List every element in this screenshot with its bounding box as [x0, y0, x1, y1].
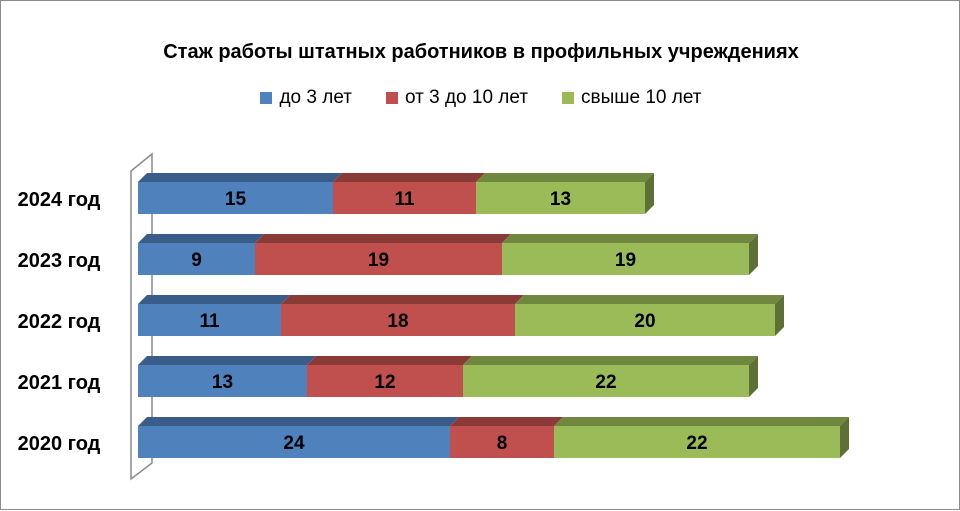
- legend-label-series-1: до 3 лет: [279, 87, 352, 108]
- bar-segment: [138, 173, 342, 214]
- category-label: 2020 год: [18, 433, 101, 455]
- category-label: 2023 год: [18, 250, 101, 272]
- bar-segment: [463, 356, 758, 397]
- legend-swatch-series-3: [562, 92, 575, 104]
- data-label: 19: [615, 250, 636, 271]
- bar-segment: [554, 417, 849, 458]
- bar-segment: [307, 356, 472, 397]
- bar-segment: [138, 356, 316, 397]
- category-label: 2021 год: [18, 372, 101, 394]
- bar-segment: [281, 295, 524, 336]
- bar-segment: [138, 234, 264, 275]
- category-label: 2024 год: [18, 189, 101, 211]
- chart-title: Стаж работы штатных работников в профиль…: [163, 41, 799, 63]
- data-label: 22: [686, 433, 707, 454]
- data-label: 15: [225, 189, 247, 210]
- data-label: 20: [634, 311, 655, 332]
- legend: до 3 лет от 3 до 10 лет свыше 10 лет: [1, 87, 960, 109]
- data-label: 11: [394, 189, 415, 210]
- bar-segment: [476, 173, 654, 214]
- axis-wall: [130, 152, 153, 481]
- legend-item-series-2: от 3 до 10 лет: [385, 87, 529, 109]
- bar-segment: [138, 295, 290, 336]
- bar-segment: [515, 295, 784, 336]
- legend-swatch-series-2: [385, 92, 398, 104]
- data-label: 13: [550, 189, 571, 210]
- bar-segment: [138, 417, 459, 458]
- category-label: 2022 год: [18, 311, 101, 333]
- bar-segment: [502, 234, 758, 275]
- data-label: 8: [497, 433, 508, 454]
- data-label: 12: [374, 372, 395, 393]
- data-label: 18: [387, 311, 408, 332]
- legend-swatch-series-1: [260, 92, 273, 104]
- data-label: 11: [199, 311, 220, 332]
- data-label: 9: [191, 250, 202, 271]
- legend-label-series-2: от 3 до 10 лет: [404, 87, 529, 108]
- data-label: 24: [283, 433, 305, 454]
- legend-item-series-1: до 3 лет: [260, 87, 352, 109]
- legend-item-series-3: свыше 10 лет: [562, 87, 702, 109]
- data-label: 19: [368, 250, 389, 271]
- bar-segment: [333, 173, 485, 214]
- data-label: 13: [212, 372, 233, 393]
- legend-label-series-3: свыше 10 лет: [581, 87, 702, 108]
- bar-segment: [255, 234, 511, 275]
- bar-segment: [450, 417, 563, 458]
- data-label: 22: [595, 372, 616, 393]
